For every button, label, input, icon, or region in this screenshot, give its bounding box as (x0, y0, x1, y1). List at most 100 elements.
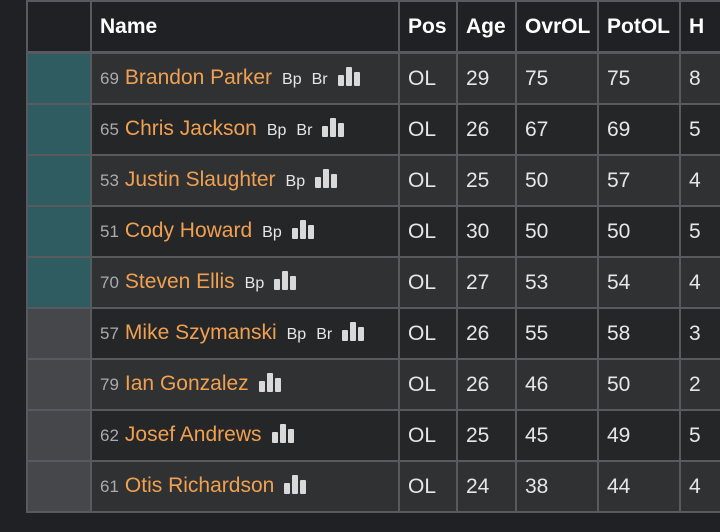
status-cell (26, 358, 92, 411)
skill-tag: Bp (285, 172, 306, 190)
next-cell: 4 (679, 154, 720, 207)
skill-tag: Br (311, 70, 328, 88)
next-cell: 2 (679, 358, 720, 411)
bar-chart-icon[interactable] (258, 372, 281, 398)
table-row: 62 Josef Andrews OL 25 45 49 5 (26, 409, 720, 462)
pos-column-header[interactable]: Pos (398, 0, 458, 54)
player-name-cell: 61 Otis Richardson (90, 460, 400, 513)
next-cell: 4 (679, 460, 720, 513)
player-name-cell: 57 Mike Szymanski Bp Br (90, 307, 400, 360)
table-row: 57 Mike Szymanski Bp Br OL 26 55 58 3 (26, 307, 720, 360)
bar-chart-icon[interactable] (322, 117, 345, 143)
player-name-link[interactable]: Chris Jackson (124, 116, 257, 140)
table-row: 69 Brandon Parker Bp Br OL 29 75 75 8 (26, 51, 720, 105)
ovr-cell: 45 (515, 409, 599, 462)
bar-chart-icon[interactable] (315, 168, 338, 194)
table-row: 53 Justin Slaughter Bp OL 25 50 57 4 (26, 154, 720, 207)
pot-cell: 50 (597, 358, 681, 411)
player-name-cell: 53 Justin Slaughter Bp (90, 154, 400, 207)
pos-cell: OL (398, 256, 458, 309)
jersey-number: 65 (100, 119, 119, 139)
ovr-cell: 75 (515, 51, 599, 105)
bar-chart-icon[interactable] (271, 423, 294, 449)
age-column-header[interactable]: Age (456, 0, 517, 54)
pot-cell: 49 (597, 409, 681, 462)
player-name-link[interactable]: Josef Andrews (124, 422, 262, 446)
pot-cell: 75 (597, 51, 681, 105)
ovr-column-header[interactable]: OvrOL (515, 0, 599, 54)
next-cell: 5 (679, 205, 720, 258)
next-column-header[interactable]: H (679, 0, 720, 54)
player-name-link[interactable]: Otis Richardson (124, 473, 275, 497)
status-cell (26, 256, 92, 309)
age-cell: 27 (456, 256, 517, 309)
ovr-cell: 55 (515, 307, 599, 360)
player-name-cell: 69 Brandon Parker Bp Br (90, 51, 400, 105)
next-cell: 4 (679, 256, 720, 309)
status-cell (26, 205, 92, 258)
pot-column-header[interactable]: PotOL (597, 0, 681, 54)
next-cell: 8 (679, 51, 720, 105)
jersey-number: 61 (100, 476, 119, 496)
table-body: 69 Brandon Parker Bp Br OL 29 75 75 8 65 Chris Jac… (26, 51, 720, 513)
age-cell: 24 (456, 460, 517, 513)
pos-cell: OL (398, 103, 458, 156)
age-cell: 29 (456, 51, 517, 105)
pos-cell: OL (398, 307, 458, 360)
bar-chart-icon[interactable] (337, 66, 360, 92)
next-cell: 5 (679, 103, 720, 156)
pot-cell: 54 (597, 256, 681, 309)
skill-tag: Bp (262, 223, 282, 241)
jersey-number: 62 (100, 425, 119, 445)
name-column-header[interactable]: Name (90, 0, 400, 54)
bar-chart-icon[interactable] (284, 474, 307, 500)
bar-chart-icon[interactable] (274, 270, 297, 296)
pos-cell: OL (398, 358, 458, 411)
player-name-link[interactable]: Ian Gonzalez (124, 371, 249, 395)
pos-cell: OL (398, 154, 458, 207)
pot-cell: 57 (597, 154, 681, 207)
status-column-header (26, 0, 92, 54)
table-header-row: Name Pos Age OvrOL PotOL H (26, 0, 720, 54)
player-name-link[interactable]: Cody Howard (124, 218, 253, 242)
jersey-number: 79 (100, 374, 119, 394)
skill-tag: Bp (286, 325, 307, 343)
player-name-link[interactable]: Mike Szymanski (124, 320, 277, 344)
table-row: 61 Otis Richardson OL 24 38 44 4 (26, 460, 720, 513)
player-name-cell: 65 Chris Jackson Bp Br (90, 103, 400, 156)
player-name-cell: 70 Steven Ellis Bp (90, 256, 400, 309)
status-cell (26, 307, 92, 360)
player-name-cell: 62 Josef Andrews (90, 409, 400, 462)
skill-tag: Br (316, 325, 333, 343)
table-row: 70 Steven Ellis Bp OL 27 53 54 4 (26, 256, 720, 309)
player-name-link[interactable]: Justin Slaughter (124, 167, 276, 191)
skill-tag: Br (296, 121, 313, 139)
ovr-cell: 53 (515, 256, 599, 309)
pot-cell: 50 (597, 205, 681, 258)
bar-chart-icon[interactable] (342, 321, 365, 347)
status-cell (26, 460, 92, 513)
age-cell: 25 (456, 154, 517, 207)
ovr-cell: 46 (515, 358, 599, 411)
bar-chart-icon[interactable] (291, 219, 314, 245)
skill-tag: Bp (266, 121, 287, 139)
jersey-number: 69 (100, 68, 119, 88)
next-cell: 3 (679, 307, 720, 360)
roster-table: Name Pos Age OvrOL PotOL H 69 Brandon Par… (26, 0, 720, 513)
pot-cell: 69 (597, 103, 681, 156)
player-name-link[interactable]: Brandon Parker (124, 65, 273, 89)
pos-cell: OL (398, 460, 458, 513)
pos-cell: OL (398, 205, 458, 258)
jersey-number: 70 (100, 272, 119, 292)
table-row: 65 Chris Jackson Bp Br OL 26 67 69 5 (26, 103, 720, 156)
table-row: 79 Ian Gonzalez OL 26 46 50 2 (26, 358, 720, 411)
pot-cell: 44 (597, 460, 681, 513)
status-cell (26, 409, 92, 462)
next-cell: 5 (679, 409, 720, 462)
pot-cell: 58 (597, 307, 681, 360)
jersey-number: 57 (100, 323, 119, 343)
ovr-cell: 50 (515, 154, 599, 207)
player-name-link[interactable]: Steven Ellis (124, 269, 235, 293)
status-cell (26, 103, 92, 156)
age-cell: 26 (456, 358, 517, 411)
